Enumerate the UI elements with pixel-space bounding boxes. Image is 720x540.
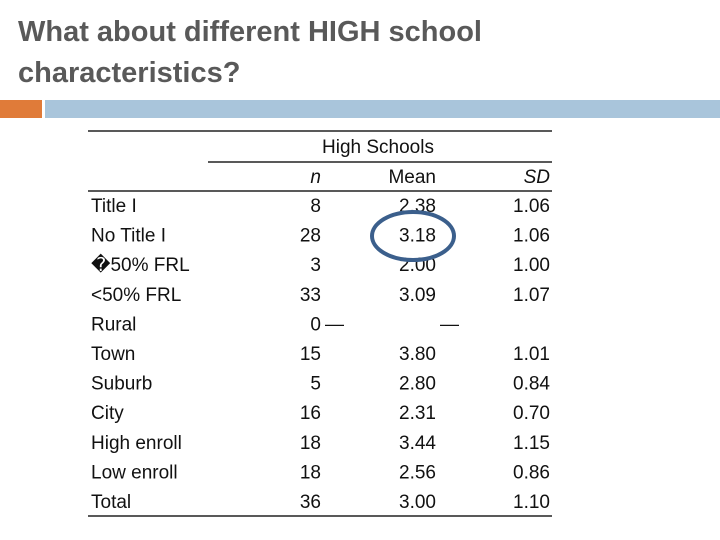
accent-bar (45, 100, 720, 118)
cell-sd: 1.01 (513, 344, 550, 365)
cell-mean: 3.09 (399, 285, 436, 306)
cell-mean: 3.00 (399, 492, 436, 513)
cell-n: 28 (300, 226, 321, 247)
row-label: City (91, 403, 124, 424)
row-label: High enroll (91, 433, 182, 454)
row-label: Town (91, 344, 135, 365)
cell-sd: 1.07 (513, 285, 550, 306)
cell-n: 5 (310, 374, 321, 395)
row-label: <50% FRL (91, 285, 181, 306)
column-header: Mean (388, 167, 436, 188)
row-label: Total (91, 492, 131, 513)
cell-mean: 2.56 (399, 462, 436, 483)
cell-sd: 0.70 (513, 403, 550, 424)
cell-sd: 1.00 (513, 255, 550, 276)
cell-sd: 1.15 (513, 433, 550, 454)
row-label: �50% FRL (91, 253, 190, 276)
cell-n: 8 (310, 196, 321, 217)
accent-bar (0, 100, 42, 118)
cell-sd: 1.06 (513, 226, 550, 247)
cell-sd: 0.84 (513, 374, 550, 395)
cell-sd: — (440, 314, 459, 335)
cell-n: 33 (300, 285, 321, 306)
group-header: High Schools (322, 137, 434, 158)
cell-n: 16 (300, 403, 321, 424)
column-header: SD (524, 167, 551, 188)
cell-mean: 3.18 (399, 226, 436, 247)
cell-n: 18 (300, 433, 321, 454)
cell-sd: 1.06 (513, 196, 550, 217)
row-label: Suburb (91, 374, 152, 395)
cell-sd: 0.86 (513, 462, 550, 483)
cell-mean: 2.31 (399, 403, 436, 424)
column-header: n (310, 167, 321, 188)
cell-n: 0 (310, 314, 321, 335)
cell-sd: 1.10 (513, 492, 550, 513)
cell-n: 36 (300, 492, 321, 513)
row-label: Rural (91, 314, 136, 335)
row-label: Low enroll (91, 462, 178, 483)
cell-n: 18 (300, 462, 321, 483)
cell-mean: 3.44 (399, 433, 436, 454)
cell-mean: — (325, 314, 344, 335)
cell-n: 15 (300, 344, 321, 365)
row-label: No Title I (91, 226, 166, 247)
cell-mean: 2.80 (399, 374, 436, 395)
row-label: Title I (91, 196, 137, 217)
cell-mean: 3.80 (399, 344, 436, 365)
highlight-circle (370, 210, 456, 262)
slide-title: What about different HIGH school charact… (18, 16, 482, 89)
cell-n: 3 (310, 255, 321, 276)
